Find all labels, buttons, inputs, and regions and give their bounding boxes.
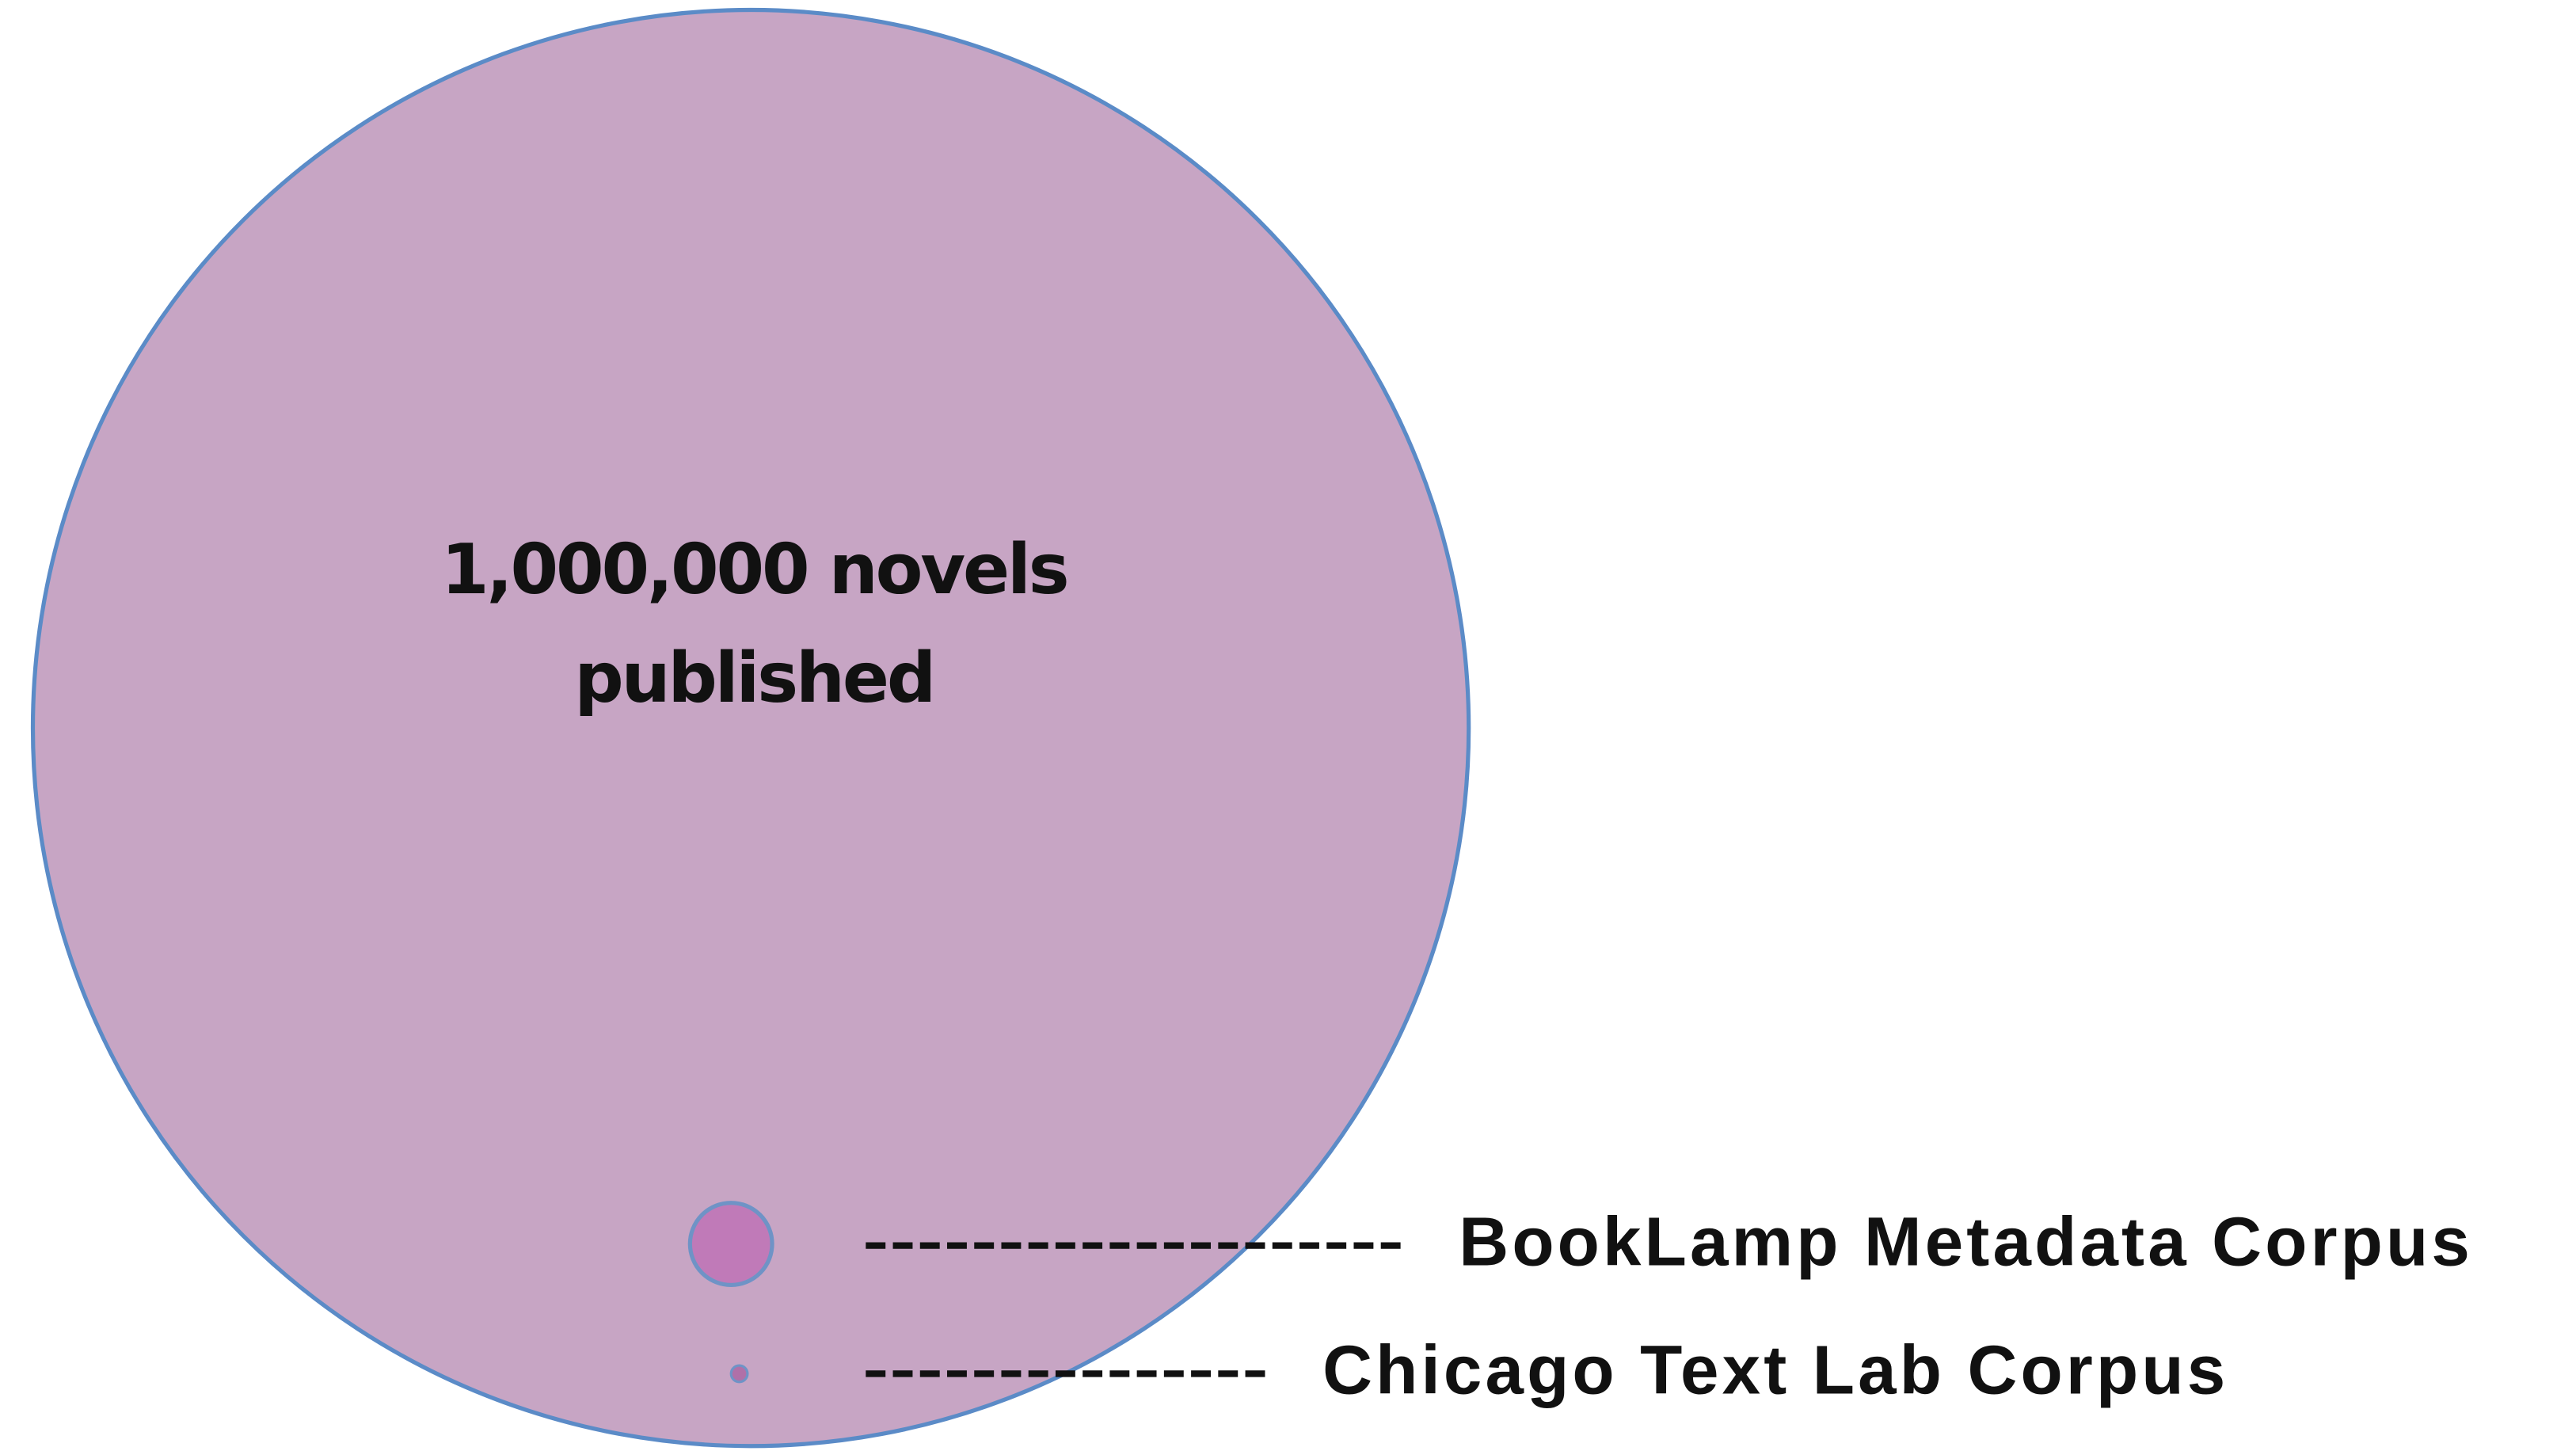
all-novels-label: published — [574, 638, 934, 718]
all-novels-circle — [30, 7, 1471, 1449]
all-novels-label: 1,000,000 novels — [441, 529, 1067, 610]
chicago-circle — [729, 1364, 749, 1384]
chicago-label: Chicago Text Lab Corpus — [1322, 1331, 2228, 1408]
booklamp-circle — [687, 1201, 774, 1288]
booklamp-label: BookLamp Metadata Corpus — [1459, 1204, 2473, 1281]
